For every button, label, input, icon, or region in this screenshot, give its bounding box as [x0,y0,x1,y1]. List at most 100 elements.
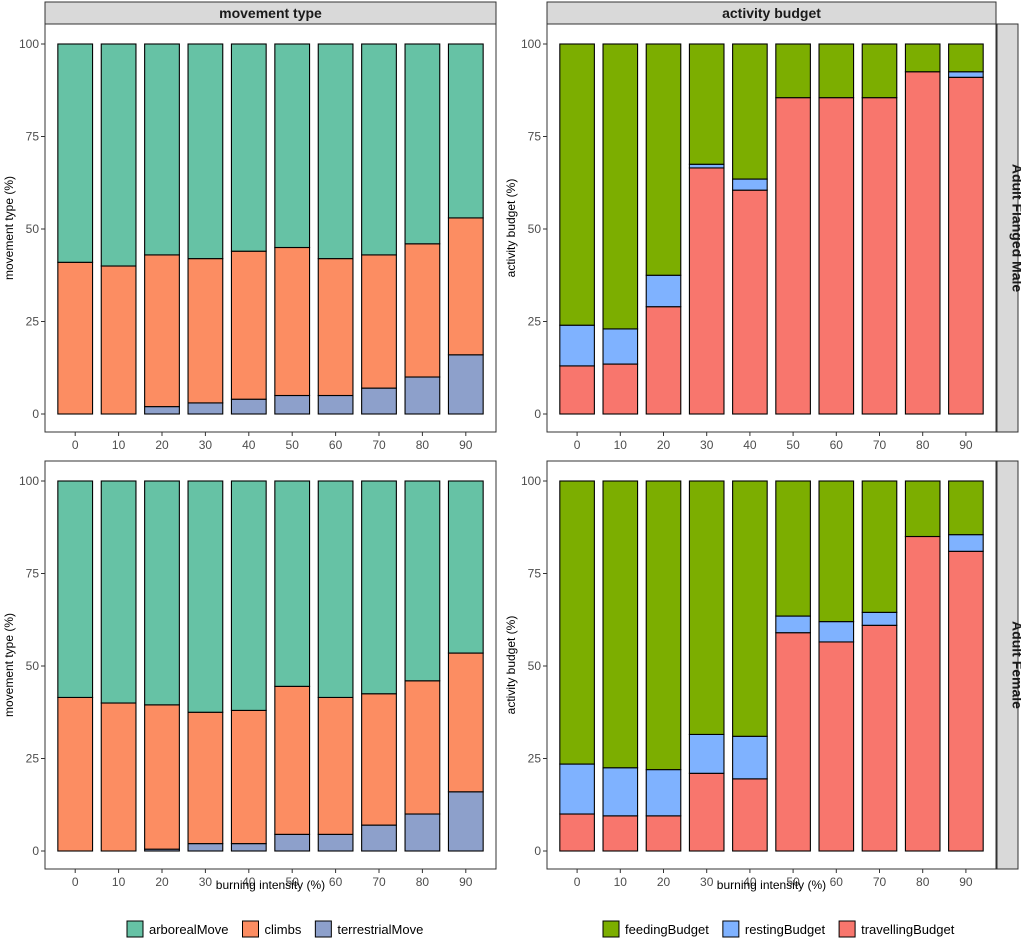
legend-1: feedingBudget restingBudget travellingBudg… [602,920,955,938]
bar-segment-climbs [57,696,94,852]
bar-segment-feedingBudget [948,43,984,73]
bar-segment-travellingBudget [861,624,898,852]
bar-segment-feedingBudget [904,480,941,538]
legend-label: feedingBudget [625,922,709,937]
bar-segment-feedingBudget [948,480,984,536]
panel-border [546,460,997,870]
x-tick-label: 30 [199,438,213,452]
row-strip-label: Adult Flanged Male [1010,164,1021,293]
y-tick-label: 50 [26,659,40,673]
x-tick-label: 0 [574,875,581,889]
bar-segment-travellingBudget [688,167,725,415]
bar-segment-climbs [404,680,441,815]
legend-label: terrestrialMove [337,922,423,937]
panel-activity-male: 0 25 50 75 100 activity budget (%) 0 10 20 30 40 50… [504,23,997,452]
bar-segment-arborealMove [361,43,397,256]
bar-segment-climbs [230,709,267,845]
bar-segment-arborealMove [274,43,311,249]
panel-activity-female: 0 25 50 75 100 activity budget (%) 0 10 20 30 40 50… [504,460,997,892]
bar-segment-travellingBudget [861,97,898,415]
bar-segment-climbs [274,685,311,835]
bar-segment-climbs [144,254,180,408]
legend-label: restingBudget [745,922,826,937]
y-tick-label: 25 [528,752,542,766]
legend-0: arborealMove climbs terrestrialMove [126,920,423,938]
y-tick-label: 0 [32,844,39,858]
panel-movement-female: 0 25 50 75 100 movement type (%) 0 10 20 30 40 50 60… [2,460,497,892]
bar-segment-terrestrialMove [361,387,397,415]
bar-segment-restingBudget [645,769,682,817]
y-tick-label: 50 [528,659,542,673]
bar-segment-restingBudget [948,71,984,78]
x-tick-label: 40 [242,875,256,889]
bar-segment-restingBudget [948,534,984,552]
bar-segment-arborealMove [57,480,94,698]
bar-segment-travellingBudget [818,97,855,415]
bar-segment-climbs [317,696,354,835]
bar-segment-travellingBudget [732,189,768,415]
bar-segment-feedingBudget [688,43,725,165]
y-tick-label: 100 [521,37,541,51]
x-tick-label: 0 [72,438,79,452]
bar-segment-restingBudget [818,621,855,643]
bar-segment-arborealMove [230,480,267,711]
bar-segment-restingBudget [732,735,768,780]
x-tick-label: 60 [830,438,844,452]
x-tick-label: 80 [916,875,930,889]
bar-segment-travellingBudget [775,97,811,415]
y-tick-label: 75 [26,567,40,581]
x-axis-title: burning intensity (%) [717,878,826,892]
y-tick-label: 75 [26,130,40,144]
bar-segment-feedingBudget [602,480,639,769]
x-tick-label: 30 [700,875,714,889]
x-tick-label: 70 [873,438,887,452]
legend-swatch [838,920,856,938]
x-tick-label: 10 [112,438,126,452]
row-strip-bg [996,460,1019,870]
y-tick-label: 75 [528,130,542,144]
row-strip-1: Adult Female [996,460,1021,870]
x-tick-label: 10 [614,438,628,452]
x-tick-label: 70 [372,875,386,889]
bar-segment-terrestrialMove [447,791,484,852]
legend-item: climbs [242,920,302,938]
bar-segment-restingBudget [688,163,725,169]
y-tick-label: 25 [528,315,542,329]
bar-segment-restingBudget [732,178,768,191]
bar-segment-restingBudget [602,767,639,817]
panel-border [44,23,497,433]
bar-segment-terrestrialMove [361,824,397,852]
bar-segment-terrestrialMove [230,843,267,852]
y-tick-label: 100 [19,474,39,488]
legend-swatch [314,920,332,938]
y-tick-label: 50 [528,222,542,236]
bar-segment-climbs [447,652,484,793]
bar-segment-feedingBudget [602,43,639,330]
bar-segment-arborealMove [404,480,441,682]
bar-segment-travellingBudget [904,71,941,415]
column-strip-1: activity budget [546,1,997,25]
bar-segment-travellingBudget [948,76,984,415]
bar-segment-feedingBudget [688,480,725,735]
x-tick-label: 0 [72,875,79,889]
legend-swatch [722,920,740,938]
bar-segment-climbs [230,250,267,400]
bar-segment-travellingBudget [645,815,682,852]
panel-border [546,23,997,433]
y-tick-label: 25 [26,752,40,766]
row-strip-0: Adult Flanged Male [996,23,1021,433]
bar-segment-terrestrialMove [404,813,441,852]
x-tick-label: 70 [873,875,887,889]
bar-segment-arborealMove [144,480,180,706]
bar-segment-arborealMove [100,43,137,267]
panel-movement-male: 0 25 50 75 100 movement type (%) 0 10 20 30 40 50 60… [2,23,497,452]
y-tick-label: 25 [26,315,40,329]
column-strip-label: movement type [219,5,322,21]
y-tick-label: 50 [26,222,40,236]
column-strip-0: movement type [44,1,497,25]
x-tick-label: 60 [329,875,343,889]
x-tick-label: 50 [786,875,800,889]
x-tick-label: 20 [155,875,169,889]
bar-segment-climbs [317,258,354,397]
bar-segment-feedingBudget [775,43,811,99]
